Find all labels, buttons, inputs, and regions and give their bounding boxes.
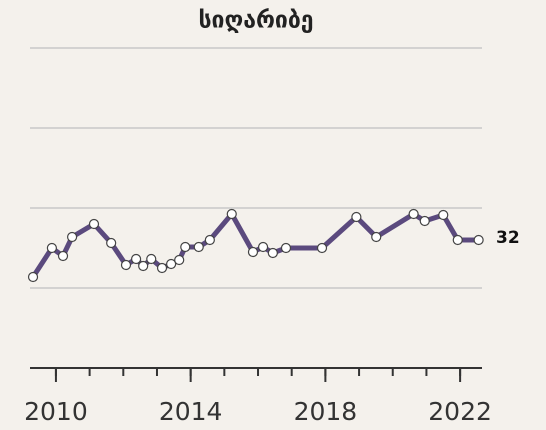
point — [146, 253, 157, 265]
point — [120, 259, 132, 271]
point — [27, 271, 39, 283]
point — [180, 241, 191, 253]
point — [419, 215, 430, 227]
point — [67, 231, 78, 243]
x-tick-label: 2010 — [24, 397, 88, 426]
point — [280, 242, 292, 254]
point — [438, 209, 449, 221]
point — [371, 231, 382, 243]
point — [316, 242, 328, 254]
x-tick-label: 2022 — [428, 397, 492, 426]
point — [193, 241, 204, 253]
point — [452, 234, 463, 246]
chart-title: სიღარიბე — [198, 8, 313, 34]
point — [138, 260, 149, 272]
x-tick-label: 2014 — [159, 397, 223, 426]
point — [247, 246, 259, 258]
point — [174, 254, 185, 266]
point — [57, 250, 69, 262]
point — [226, 208, 237, 220]
point — [130, 253, 142, 265]
point — [473, 234, 484, 246]
x-tick-label: 2018 — [294, 397, 358, 426]
value-label: 32 — [496, 228, 520, 248]
point — [106, 237, 117, 249]
point — [204, 234, 215, 246]
point — [166, 258, 177, 270]
point — [408, 208, 419, 220]
point — [267, 247, 278, 259]
point — [156, 262, 168, 274]
point — [46, 242, 57, 254]
point — [257, 241, 269, 253]
point — [88, 218, 100, 230]
point — [351, 211, 362, 223]
